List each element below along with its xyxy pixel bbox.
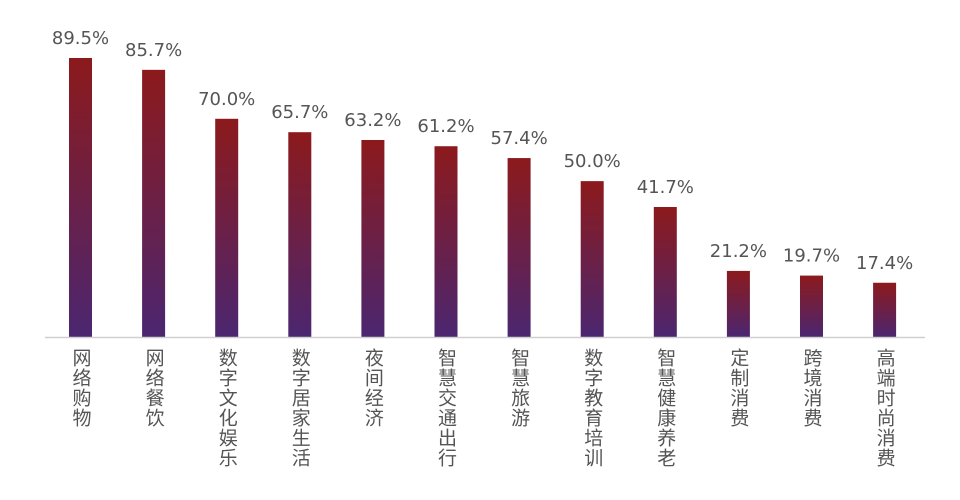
bar bbox=[580, 181, 604, 337]
bar bbox=[873, 282, 897, 337]
category-label: 智慧旅游 bbox=[508, 348, 531, 428]
data-label: 63.2% bbox=[344, 110, 401, 131]
bar bbox=[361, 139, 385, 337]
bar bbox=[288, 132, 312, 337]
category-label: 智慧健康养老 bbox=[654, 348, 677, 468]
bar bbox=[434, 146, 458, 337]
category-label: 智慧交通出行 bbox=[435, 348, 457, 468]
category-label: 数字文化娱乐 bbox=[215, 348, 238, 468]
bar bbox=[215, 118, 239, 337]
category-label: 定制消费 bbox=[727, 348, 750, 428]
data-label: 50.0% bbox=[564, 151, 621, 172]
bar bbox=[69, 58, 92, 337]
category-label: 数字居家生活 bbox=[288, 348, 311, 468]
category-label: 高端时尚消费 bbox=[873, 348, 896, 468]
data-label: 41.7% bbox=[637, 177, 694, 198]
bar bbox=[800, 275, 823, 337]
data-label: 19.7% bbox=[783, 246, 840, 267]
data-label: 89.5% bbox=[52, 28, 109, 49]
bar bbox=[726, 270, 750, 337]
data-label: 57.4% bbox=[491, 128, 548, 149]
data-label: 65.7% bbox=[271, 102, 328, 123]
data-label: 61.2% bbox=[417, 116, 474, 137]
data-label: 21.2% bbox=[710, 241, 767, 262]
category-label: 跨境消费 bbox=[800, 348, 823, 428]
data-label: 70.0% bbox=[198, 89, 255, 110]
bar bbox=[507, 158, 531, 337]
category-label: 夜间经济 bbox=[361, 348, 384, 428]
bar bbox=[653, 207, 677, 337]
category-label: 网络购物 bbox=[69, 348, 92, 428]
category-label: 网络餐饮 bbox=[142, 348, 165, 428]
category-label: 数字教育培训 bbox=[581, 348, 604, 468]
bar bbox=[142, 69, 166, 337]
data-label: 85.7% bbox=[125, 40, 182, 61]
data-label: 17.4% bbox=[856, 253, 913, 274]
